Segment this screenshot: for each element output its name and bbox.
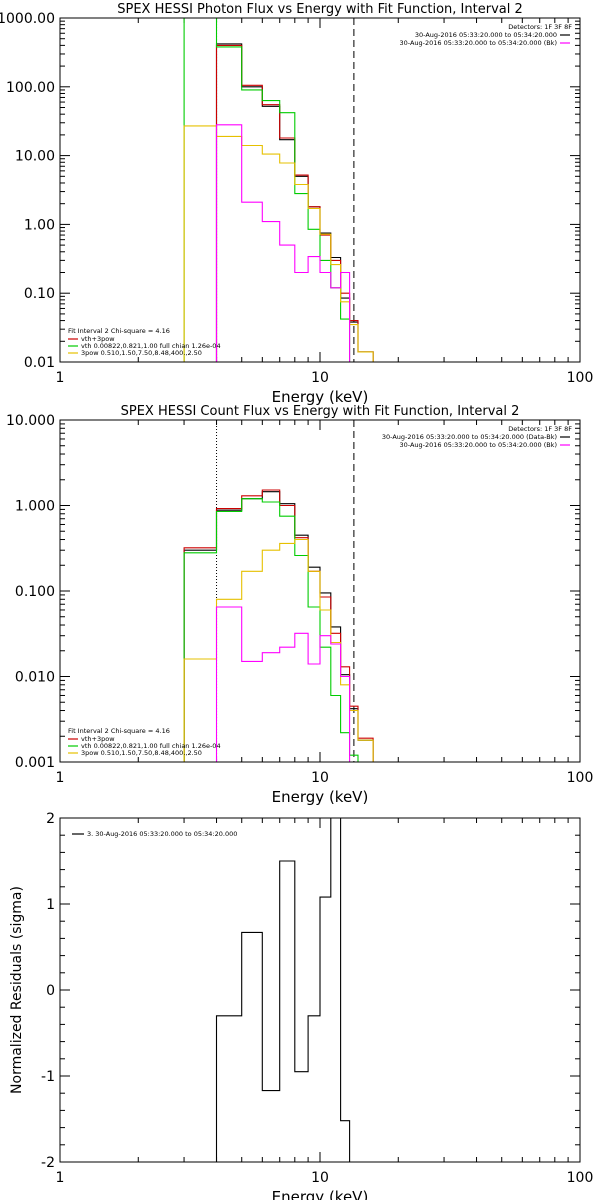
legend-header: Detectors: 1F 3F 8F [508,23,572,31]
x-tick-label: 10 [311,770,329,786]
x-tick-label: 100 [567,370,594,386]
series-5 [215,606,351,762]
y-tick-label: -2 [41,1155,55,1171]
legend-header: Fit Interval 2 Chi-square = 4.16 [68,327,170,335]
x-tick-label: 1 [56,1170,65,1186]
series-2 [183,489,374,762]
y-tick-label: 100.00 [6,80,55,96]
chart-panel-2: 1 10 100 0.001 0.010 0.100 1.000 10.000 Energy (… [6,404,593,806]
y-tick-label: 1.00 [24,217,55,233]
y-tick-label: 0.010 [15,670,55,686]
x-tick-label: 100 [567,1170,594,1186]
series-1 [183,491,374,762]
x-axis-label: Energy (keV) [272,388,369,406]
axes-frame [59,419,581,763]
chart-panel-1: 1 10 100 0.01 0.10 1.00 10.00 100.00 1000.00 Ener… [0,2,594,406]
x-axis-label: Energy (keV) [272,1188,369,1200]
legend-label: vth+3pow [81,335,115,343]
legend-label: 30-Aug-2016 05:33:20.000 to 05:34:20.000 [415,31,557,39]
y-tick-label: 1 [46,897,55,913]
y-tick-label: 10.000 [6,413,55,429]
legend-label: 30-Aug-2016 05:33:20.000 to 05:34:20.000… [400,441,557,449]
x-tick-label: 10 [311,1170,329,1186]
x-axis-label: Energy (keV) [272,788,369,806]
y-tick-label: 1000.00 [0,11,55,27]
legend-label: 3. 30-Aug-2016 05:33:20.000 to 05:34:20.… [87,830,237,838]
y-tick-label: 1.000 [15,499,55,515]
legend-label: 3pow 0.510,1.50,7.50,8.48,400.,2.50 [81,749,202,757]
plot-area [215,818,351,1162]
series-step-line [183,489,374,762]
legend-header: Detectors: 1F 3F 8F [508,425,572,433]
legend-label: 3pow 0.510,1.50,7.50,8.48,400.,2.50 [81,349,202,357]
series-1 [215,818,351,1162]
series-2 [215,44,374,362]
y-tick-label: 10.00 [15,149,55,165]
x-tick-label: 1 [56,370,65,386]
series-step-line [183,18,351,362]
axes-frame [59,17,581,363]
chart-title: SPEX HESSI Photon Flux vs Energy with Fi… [117,2,523,17]
chart-panel-3: 1 10 100 -2 -1 0 1 2 Energy (keV) Normalized Resi… [9,811,594,1200]
series-4 [183,125,374,362]
axis-ticks [59,17,580,363]
y-tick-label: 0.100 [15,584,55,600]
y-tick-label: 0.001 [15,755,55,771]
y-tick-label: 0 [46,983,55,999]
plot-area [183,489,374,762]
series-step-line [215,124,351,362]
chart-title: SPEX HESSI Count Flux vs Energy with Fit… [121,404,520,419]
y-axis-label: Normalized Residuals (sigma) [9,886,25,1094]
x-tick-label: 100 [567,770,594,786]
legend-header: Fit Interval 2 Chi-square = 4.16 [68,727,170,735]
x-tick-label: 1 [56,770,65,786]
y-tick-label: 0.10 [24,286,55,302]
y-tick-label: 2 [46,811,55,827]
legend-label: vth+3pow [81,735,115,743]
legend-bottom-left: Fit Interval 2 Chi-square = 4.16vth+3pow… [68,327,221,357]
y-tick-label: -1 [41,1069,55,1085]
series-step-line [183,125,374,362]
series-4 [183,538,374,762]
legend-label: vth 0.00822,0.821,1.00 full chian 1.26e-… [81,342,221,350]
series-3 [183,18,351,362]
legend-label: 30-Aug-2016 05:33:20.000 to 05:34:20.000… [382,433,557,441]
legend-label: 30-Aug-2016 05:33:20.000 to 05:34:20.000… [400,39,557,47]
legend-bottom-left: Fit Interval 2 Chi-square = 4.16vth+3pow… [68,727,221,757]
legend-top-left: 3. 30-Aug-2016 05:33:20.000 to 05:34:20.… [72,830,237,838]
legend-label: vth 0.00822,0.821,1.00 full chian 1.26e-… [81,742,221,750]
series-3 [183,498,359,762]
series-step-line [183,538,374,762]
y-tick-label: 0.01 [24,355,55,371]
series-step-line [183,498,359,762]
axes-frame [59,817,581,1163]
plot-area [183,18,374,362]
x-tick-label: 10 [311,370,329,386]
series-step-line [183,491,374,762]
series-5 [215,124,351,362]
series-step-line [215,44,374,362]
series-step-line [215,606,351,762]
series-step-line [215,818,351,1162]
